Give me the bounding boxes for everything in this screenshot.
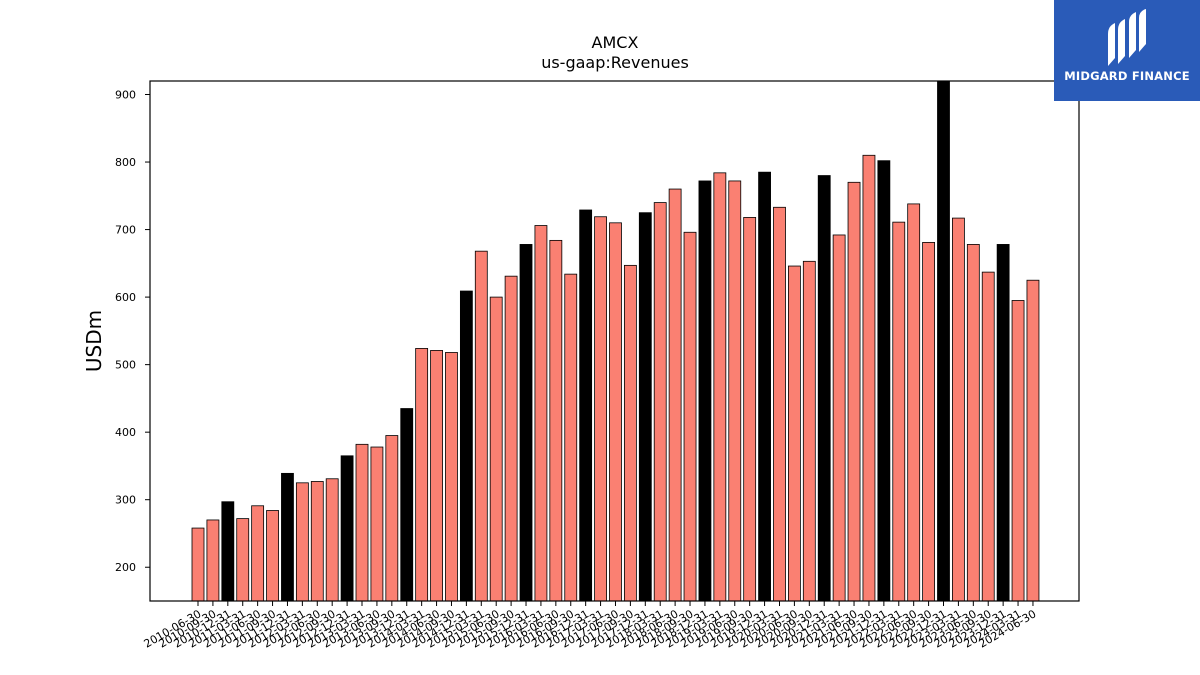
bar-2018-09-30 bbox=[683, 231, 697, 602]
bar-2014-12-31 bbox=[459, 290, 473, 602]
bar-2018-03-31 bbox=[653, 202, 667, 602]
bar-2013-06-30 bbox=[370, 446, 384, 602]
bar-2012-06-30 bbox=[310, 481, 324, 602]
bar-2014-09-30 bbox=[445, 352, 458, 602]
bar-2015-09-30 bbox=[504, 275, 518, 602]
bar-2020-03-31 bbox=[773, 206, 786, 602]
midgard-logo-icon bbox=[1108, 9, 1146, 66]
chart-title: AMCX bbox=[592, 33, 639, 52]
bar-2018-06-30 bbox=[668, 188, 682, 602]
bar-2022-03-31 bbox=[892, 221, 906, 602]
bar-2017-03-31 bbox=[594, 216, 607, 602]
bar-2021-03-31 bbox=[832, 234, 846, 602]
bar-2015-03-31 bbox=[474, 250, 488, 602]
bar-2011-06-30 bbox=[251, 505, 265, 602]
y-tick-label: 600 bbox=[115, 291, 136, 304]
bars bbox=[191, 80, 1040, 602]
bar-2024-03-31 bbox=[1011, 300, 1025, 602]
bar-2020-06-30 bbox=[788, 265, 801, 602]
bar-2013-12-31 bbox=[400, 408, 414, 602]
bar-2024-06-30 bbox=[1026, 279, 1040, 602]
bar-2019-03-31 bbox=[713, 172, 727, 602]
bar-2020-12-31 bbox=[817, 175, 831, 602]
bar-2012-09-30 bbox=[325, 478, 339, 602]
bar-2020-09-30 bbox=[802, 260, 816, 602]
bar-2022-06-30 bbox=[907, 203, 921, 602]
bar-2010-09-30 bbox=[206, 519, 220, 602]
chart-subtitle: us-gaap:Revenues bbox=[541, 53, 689, 72]
bar-2023-03-31 bbox=[952, 217, 965, 602]
bar-2012-12-31 bbox=[340, 455, 354, 602]
bar-2019-12-31 bbox=[758, 171, 771, 602]
x-axis-ticks: 2010-06-302010-09-302010-12-312011-03-31… bbox=[142, 601, 1038, 651]
bar-2019-06-30 bbox=[728, 180, 742, 602]
y-tick-label: 400 bbox=[115, 426, 136, 439]
bar-2015-06-30 bbox=[489, 296, 503, 602]
bar-2021-09-30 bbox=[862, 154, 876, 602]
bar-2018-12-31 bbox=[698, 180, 712, 602]
y-tick-label: 800 bbox=[115, 156, 136, 169]
bar-2017-06-30 bbox=[609, 222, 622, 602]
bar-2022-09-30 bbox=[922, 241, 935, 602]
bar-2016-06-30 bbox=[549, 239, 563, 602]
plot-frame bbox=[149, 80, 1080, 602]
y-tick-label: 700 bbox=[115, 224, 136, 237]
bar-2013-03-31 bbox=[355, 443, 369, 602]
y-axis-ticks: 200 300 400 500 600 700 800 900 bbox=[115, 89, 150, 574]
bar-2023-06-30 bbox=[966, 244, 980, 602]
brand-logo: MIDGARD FINANCE bbox=[1054, 0, 1200, 101]
brand-name: MIDGARD FINANCE bbox=[1064, 69, 1190, 83]
y-tick-label: 300 bbox=[115, 494, 136, 507]
bar-2023-09-30 bbox=[981, 271, 995, 602]
bar-2021-06-30 bbox=[847, 181, 861, 602]
bar-2021-12-31 bbox=[877, 160, 891, 602]
bar-2013-09-30 bbox=[385, 435, 399, 602]
bar-2022-12-31 bbox=[937, 80, 950, 602]
bar-2014-06-30 bbox=[430, 350, 443, 602]
bar-2011-12-31 bbox=[281, 472, 294, 602]
bar-2019-09-30 bbox=[743, 217, 757, 602]
bar-2017-09-30 bbox=[623, 264, 637, 602]
bar-2010-12-31 bbox=[221, 501, 235, 602]
bar-2014-03-31 bbox=[415, 348, 429, 602]
y-axis-label: USDm bbox=[82, 310, 106, 372]
bar-2023-12-31 bbox=[996, 244, 1010, 602]
bar-2011-09-30 bbox=[266, 510, 279, 602]
bar-2016-12-31 bbox=[579, 209, 593, 602]
bar-2010-06-30 bbox=[191, 527, 205, 602]
y-tick-label: 900 bbox=[115, 89, 136, 102]
bar-2012-03-31 bbox=[295, 482, 309, 602]
bar-2011-03-31 bbox=[236, 518, 250, 602]
bar-2016-03-31 bbox=[534, 225, 548, 602]
y-tick-label: 200 bbox=[115, 561, 136, 574]
bar-2016-09-30 bbox=[564, 273, 578, 602]
bar-2017-12-31 bbox=[638, 212, 652, 602]
y-tick-label: 500 bbox=[115, 359, 136, 372]
bar-2015-12-31 bbox=[519, 244, 533, 602]
